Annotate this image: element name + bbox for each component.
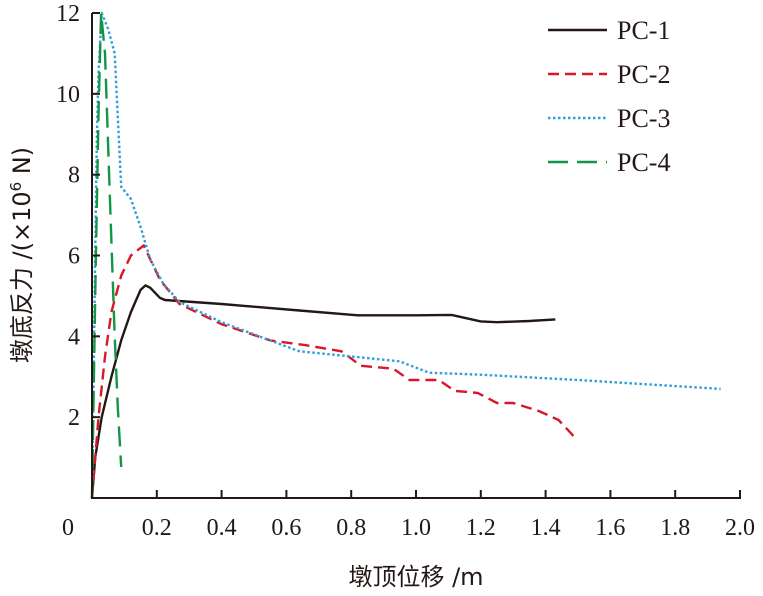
x-tick-label: 1.0 — [401, 515, 431, 541]
y-tick-label: 12 — [56, 1, 80, 27]
series-line-pc-1 — [90, 284, 556, 499]
series-line-pc-3 — [90, 11, 721, 499]
series-line-pc-4 — [90, 11, 123, 499]
y-tick-label: 6 — [68, 244, 80, 270]
x-tick-label: 1.6 — [595, 515, 625, 541]
x-tick-label: 2.0 — [725, 515, 755, 541]
legend: PC-1 PC-2 PC-3 PC-4 — [548, 16, 670, 177]
series-line-pc-2 — [90, 244, 576, 499]
legend-label: PC-1 — [617, 16, 670, 45]
legend-item-pc-2: PC-2 — [548, 60, 670, 89]
x-tick-label: 0.4 — [207, 515, 237, 541]
y-tick-label: 10 — [56, 82, 80, 108]
y-tick-label: 8 — [68, 163, 80, 189]
y-axis-title-unit: N) — [8, 147, 36, 182]
x-tick-label: 1.2 — [466, 515, 496, 541]
legend-label: PC-2 — [617, 60, 670, 89]
legend-item-pc-4: PC-4 — [548, 148, 670, 177]
y-tick-label: 2 — [68, 405, 80, 431]
x-tick-label: 0.6 — [271, 515, 301, 541]
x-tick-label: 0.8 — [336, 515, 366, 541]
x-tick-label: 0 — [62, 515, 74, 541]
x-axis-title: 墩顶位移 /m — [348, 563, 483, 591]
legend-label: PC-4 — [617, 148, 670, 177]
series-layer — [90, 11, 721, 499]
x-tick-label: 1.8 — [660, 515, 690, 541]
y-axis-title-sup: 6 — [7, 182, 25, 192]
y-axis-title: 墩底反力 /(×106 N) — [7, 147, 36, 363]
ticks-layer: 0 0.2 0.4 0.6 0.8 1.0 1.2 1.4 1.6 1.8 2.0 2 4 6 8 10 12 — [56, 1, 755, 541]
legend-item-pc-1: PC-1 — [548, 16, 670, 45]
legend-label: PC-3 — [617, 104, 670, 133]
y-axis-title-main: 墩底反力 /(×10 — [8, 191, 36, 363]
x-tick-label: 1.4 — [531, 515, 561, 541]
y-tick-label: 4 — [68, 324, 80, 350]
legend-item-pc-3: PC-3 — [548, 104, 670, 133]
x-tick-label: 0.2 — [142, 515, 172, 541]
